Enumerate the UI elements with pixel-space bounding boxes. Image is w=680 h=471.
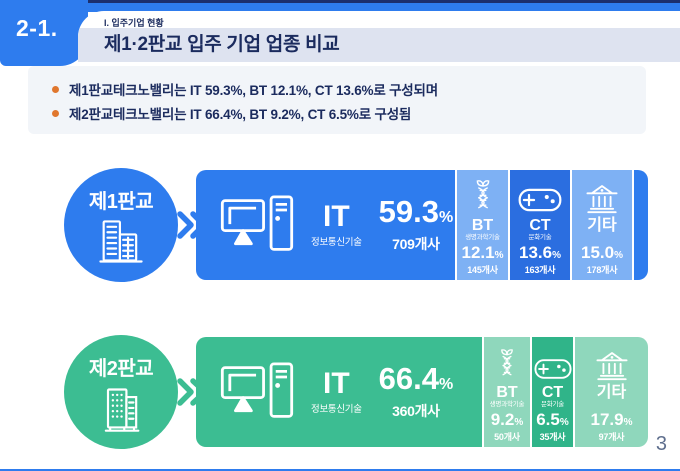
etc-code: 기타 <box>587 216 617 234</box>
it-code: IT <box>322 199 350 233</box>
pangyo2-it-segment: IT 정보통신기술 66.4% 360개사 <box>196 337 482 447</box>
bt-percent: 9.2% <box>490 409 524 429</box>
it-name: 정보통신기술 <box>311 236 362 248</box>
pangyo2-bar: IT 정보통신기술 66.4% 360개사 <box>196 337 648 447</box>
bt-code: BT <box>471 216 494 234</box>
bullet-dot-icon <box>52 85 59 93</box>
it-label-block: IT 정보통신기술 <box>311 199 362 248</box>
etc-percent: 15.0% <box>581 242 623 262</box>
pangyo1-label: 제1판교 <box>88 191 154 213</box>
summary-bullet-1: 제1판교테크노밸리는 IT 59.3%, BT 12.1%, CT 13.6%로… <box>69 83 438 98</box>
it-value-block: 66.4% 360개사 <box>378 360 454 421</box>
section-number-badge: 2-1. <box>0 0 88 66</box>
bt-code: BT <box>496 383 518 401</box>
ct-percent: 13.6% <box>519 242 561 262</box>
gamepad-icon <box>518 175 562 215</box>
pangyo2-etc-segment: 기타 17.9% 97개사 <box>575 337 648 447</box>
header-card: I. 입주기업 현황 제1·2판교 입주 기업 업종 비교 <box>78 11 680 62</box>
bt-percent: 12.1% <box>461 242 504 262</box>
ct-code: CT <box>529 216 551 234</box>
page-title: 제1·2판교 입주 기업 업종 비교 <box>78 28 680 62</box>
ct-name: 문화기술 <box>540 400 565 408</box>
it-count: 709개사 <box>392 235 440 252</box>
bullet-dot-icon <box>52 109 59 117</box>
ct-name: 문화기술 <box>528 233 552 241</box>
it-percent: 59.3% <box>378 193 454 229</box>
buildings-icon <box>104 388 140 432</box>
header-top-blue-strip <box>0 3 680 12</box>
bt-count: 50개사 <box>494 431 520 442</box>
buildings-icon <box>99 220 143 263</box>
it-value-block: 59.3% 709개사 <box>378 193 454 254</box>
pangyo2-bt-segment: BT 생명과학기술 9.2% 50개사 <box>484 337 530 447</box>
bar-end-cap <box>634 170 648 280</box>
it-count: 360개사 <box>392 402 440 419</box>
pangyo1-row: 제1판교 <box>0 168 680 282</box>
dna-leaf-icon <box>469 175 497 215</box>
dna-leaf-icon <box>494 342 520 382</box>
pangyo1-circle: 제1판교 <box>64 168 178 282</box>
list-item: 제1판교테크노밸리는 IT 59.3%, BT 12.1%, CT 13.6%로… <box>52 77 646 101</box>
bt-name: 생명과학기술 <box>489 400 525 408</box>
summary-bullet-2: 제2판교테크노밸리는 IT 66.4%, BT 9.2%, CT 6.5%로 구… <box>69 107 412 122</box>
computer-icon <box>220 362 294 418</box>
etc-count: 178개사 <box>586 264 618 275</box>
bank-icon <box>584 175 620 215</box>
page-number: 3 <box>655 433 667 455</box>
summary-box: 제1판교테크노밸리는 IT 59.3%, BT 12.1%, CT 13.6%로… <box>28 66 646 134</box>
etc-percent: 17.9% <box>590 409 633 429</box>
pangyo1-etc-segment: 기타 15.0% 178개사 <box>572 170 632 280</box>
pangyo2-label: 제2판교 <box>88 358 154 380</box>
it-code: IT <box>322 366 350 400</box>
pangyo2-row: 제2판교 <box>0 335 680 449</box>
pangyo2-circle: 제2판교 <box>64 335 178 449</box>
section-number: 2-1. <box>16 15 58 41</box>
pangyo1-bar: IT 정보통신기술 59.3% 709개사 <box>196 170 648 280</box>
pangyo1-ct-segment: CT 문화기술 13.6% 163개사 <box>510 170 570 280</box>
etc-count: 97개사 <box>598 431 625 442</box>
bt-name: 생명과학기술 <box>465 233 500 241</box>
list-item: 제2판교테크노밸리는 IT 66.4%, BT 9.2%, CT 6.5%로 구… <box>52 101 646 125</box>
ct-count: 35개사 <box>539 431 566 442</box>
header-top-navy-strip <box>0 0 680 3</box>
ct-count: 163개사 <box>524 264 556 275</box>
it-label-block: IT 정보통신기술 <box>311 366 362 415</box>
ct-code: CT <box>541 383 564 401</box>
bank-icon <box>594 342 630 382</box>
pangyo2-ct-segment: CT 문화기술 6.5% 35개사 <box>532 337 573 447</box>
etc-code: 기타 <box>596 383 627 401</box>
breadcrumb: I. 입주기업 현황 <box>104 18 164 28</box>
it-name: 정보통신기술 <box>311 403 362 415</box>
pangyo1-bt-segment: BT 생명과학기술 12.1% 145개사 <box>457 170 508 280</box>
computer-icon <box>220 195 294 251</box>
ct-percent: 6.5% <box>536 409 569 429</box>
pangyo1-it-segment: IT 정보통신기술 59.3% 709개사 <box>196 170 455 280</box>
bt-count: 145개사 <box>467 264 498 275</box>
it-percent: 66.4% <box>378 360 454 396</box>
gamepad-icon <box>534 342 572 382</box>
bottom-accent-line <box>0 469 680 471</box>
